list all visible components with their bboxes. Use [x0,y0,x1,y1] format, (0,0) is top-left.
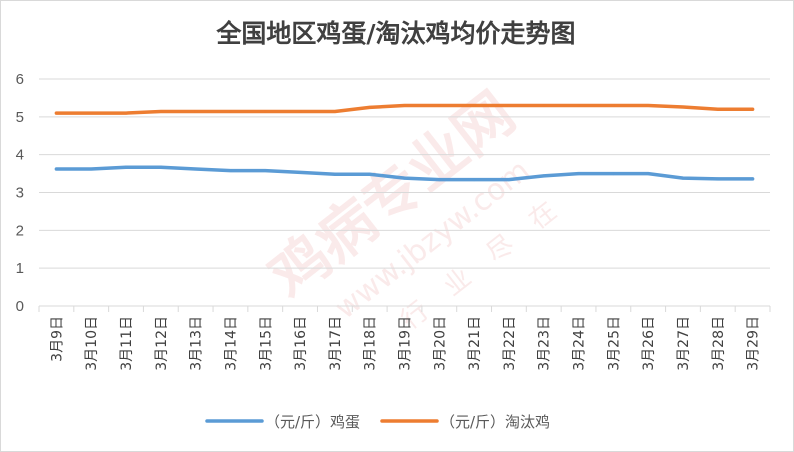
x-tick-label: 3月22日 [502,316,518,371]
data-point [403,103,406,107]
x-tick-label: 3月17日 [328,316,344,371]
x-tick-label: 3月11日 [119,316,135,371]
y-tick-label: 6 [16,71,24,88]
data-point [263,169,267,173]
data-point [298,110,302,114]
x-tick-label: 3月21日 [467,316,483,371]
data-point [751,107,755,111]
x-tick-label: 3月27日 [676,316,692,371]
data-point [611,103,615,107]
legend-label-0: （元/斤）鸡蛋 [265,413,360,431]
y-tick-label: 4 [16,147,24,164]
data-point [159,165,163,169]
x-tick-label: 3月9日 [49,316,65,362]
data-point [228,110,232,114]
data-point [333,172,337,176]
data-point [542,174,546,178]
x-tick-label: 3月23日 [537,316,553,371]
x-tick-label: 3月29日 [746,316,762,371]
x-tick-label: 3月18日 [363,316,379,371]
x-axis-ticks: 3月9日 3月10日 3月11日 3月12日 3月13日 3月14日 3月15日 3月16日 3… [49,316,761,371]
data-point [437,103,441,107]
data-point [681,105,685,109]
data-point [646,172,650,176]
data-point [437,178,441,182]
data-point [681,176,685,180]
data-point [159,110,163,114]
data-point [54,167,58,171]
data-point [507,178,511,182]
data-point [124,111,128,115]
x-tick-label: 3月15日 [258,316,274,371]
x-tick-label: 3月19日 [398,316,414,371]
legend: （元/斤）鸡蛋 （元/斤）淘汰鸡 [205,413,550,431]
data-point [368,172,372,176]
y-tick-label: 0 [16,298,24,315]
x-tick-label: 3月10日 [84,316,100,371]
data-point [263,110,267,114]
legend-label-1: （元/斤）淘汰鸡 [440,413,550,431]
x-tick-label: 3月26日 [641,316,657,371]
data-point [194,167,198,171]
x-tick-label: 3月16日 [293,316,309,371]
data-point [472,178,476,182]
chart-title: 全国地区鸡蛋/淘汰鸡均价走势图 [216,19,576,48]
data-point [89,111,93,115]
data-point [542,103,546,107]
y-tick-label: 2 [16,222,24,239]
data-point [54,111,58,115]
data-point [333,110,337,114]
data-point [646,103,650,107]
y-tick-label: 5 [16,109,24,126]
y-tick-label: 3 [16,185,24,202]
x-tick-label: 3月12日 [154,316,170,371]
data-point [368,105,372,109]
x-tick-label: 3月14日 [223,316,239,371]
series-lines [54,103,755,182]
x-tick-label: 3月13日 [189,316,205,371]
x-tick-label: 3月20日 [432,316,448,371]
data-point [194,110,198,114]
data-point [89,167,93,171]
data-point [751,177,755,181]
data-point [507,103,511,107]
data-point [298,170,302,174]
data-point [577,103,581,107]
data-point [611,172,615,176]
grid-lines [38,78,771,312]
watermark-logo: 鸡病专业网 www.jbzyw.com 行业尽在 [257,79,585,336]
data-point [577,172,581,176]
data-point [403,176,406,180]
data-point [124,165,128,169]
x-tick-label: 3月28日 [711,316,727,371]
data-point [228,169,232,173]
x-tick-label: 3月25日 [606,316,622,371]
y-axis-ticks: 0 1 2 3 4 5 6 [16,71,24,315]
data-point [716,107,720,111]
data-point [472,103,476,107]
y-tick-label: 1 [16,260,24,277]
x-tick-label: 3月24日 [572,316,588,371]
data-point [716,177,720,181]
